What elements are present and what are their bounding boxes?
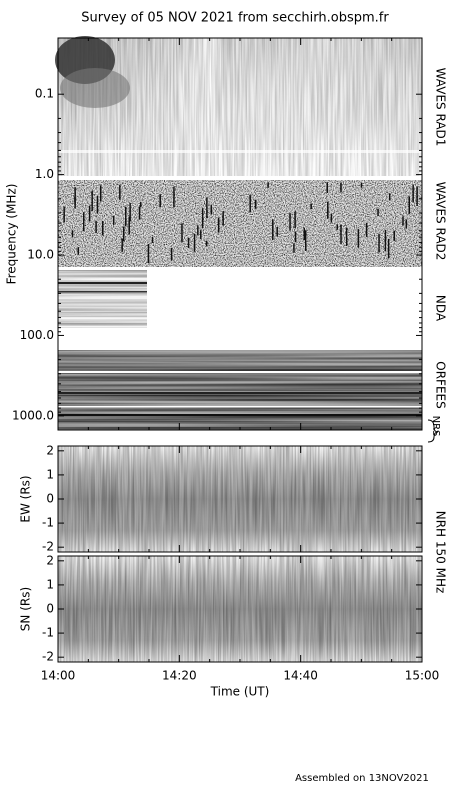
footer: Assembled on 13NOV2021 [295, 773, 429, 784]
x-tick-label: 15:00 [405, 669, 440, 683]
y-tick-label: 0.1 [35, 87, 54, 101]
y-tick-label: 0 [46, 602, 54, 616]
band-label: WAVES RAD1 [434, 68, 448, 147]
band-label: ORFEES [434, 361, 448, 408]
y-tick-label: 1 [46, 467, 54, 481]
x-tick-label: 14:00 [41, 669, 76, 683]
y-tick-label: 10.0 [27, 248, 54, 262]
y-tick-label: 0 [46, 492, 54, 506]
y-tick-label: -2 [42, 650, 54, 664]
y-tick-label: 1.0 [35, 167, 54, 181]
band-label: WAVES RAD2 [434, 182, 448, 261]
band-label: NDA [434, 295, 448, 322]
y-axis-label: SN (Rs) [19, 587, 33, 631]
x-tick-label: 14:40 [283, 669, 318, 683]
y-tick-label: -1 [42, 516, 54, 530]
waves-rad1-image [55, 36, 422, 176]
x-axis-label: Time (UT) [210, 685, 270, 699]
waves-rad2-image [58, 180, 422, 267]
nda-image [58, 270, 147, 328]
y-tick-label: -2 [42, 540, 54, 554]
y-tick-label: 2 [46, 553, 54, 567]
orfees-image [58, 350, 422, 430]
nrh-ew-image [58, 446, 422, 552]
y-axis-label: EW (Rs) [19, 475, 33, 522]
nrh-sn-image [58, 556, 422, 662]
y-axis-label: Frequency (MHz) [5, 184, 19, 285]
x-tick-label: 14:20 [162, 669, 197, 683]
y-tick-label: 2 [46, 443, 54, 457]
side-label: NRH 150 MHz [434, 511, 448, 594]
band-label: NRS [430, 416, 441, 437]
nrs-brace [427, 419, 439, 443]
y-tick-label: 1000.0 [12, 408, 54, 422]
y-tick-label: 1 [46, 577, 54, 591]
y-tick-label: 100.0 [20, 328, 54, 342]
chart-title: Survey of 05 NOV 2021 from secchirh.obsp… [81, 11, 389, 26]
y-tick-label: -1 [42, 626, 54, 640]
